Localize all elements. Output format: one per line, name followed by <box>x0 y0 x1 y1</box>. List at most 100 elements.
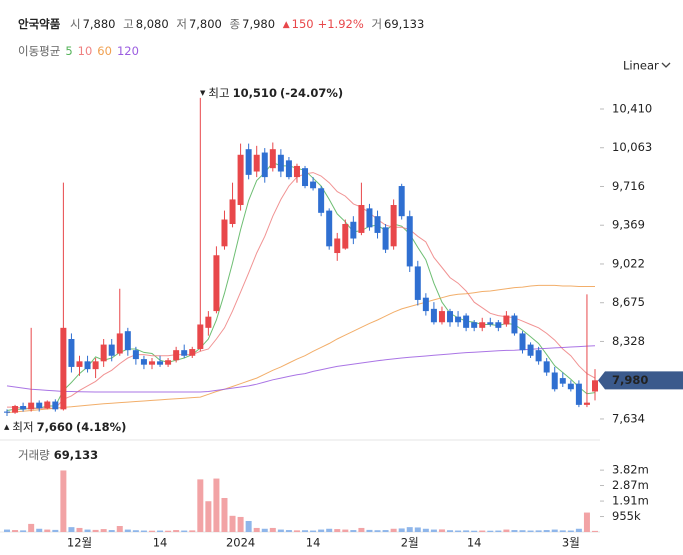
volume-label: 거 <box>371 17 382 31</box>
volume-tick-label: 1.91m <box>612 494 649 508</box>
candle-body <box>310 181 317 189</box>
volume-bar <box>277 529 284 532</box>
volume-bar <box>4 529 10 532</box>
annotation-label: 최저 <box>12 420 33 434</box>
x-tick-label: 14 <box>467 536 482 550</box>
candle-body <box>285 160 292 178</box>
high-label: 고 <box>123 17 134 31</box>
candle-body <box>350 221 357 239</box>
volume-bar <box>173 530 180 532</box>
volume-bar <box>438 529 445 532</box>
scale-dropdown[interactable]: Linear <box>623 59 671 73</box>
volume-bar <box>189 530 196 532</box>
volume-tick-label: 3.82m <box>612 463 649 477</box>
volume-bar <box>592 530 598 532</box>
volume-bar <box>245 520 252 532</box>
volume-bar <box>398 528 405 532</box>
volume-bar <box>326 528 333 532</box>
y-tick-label: 9,369 <box>612 218 645 232</box>
candle-body <box>36 402 43 409</box>
x-tick-label: 12월 <box>67 536 92 550</box>
y-tick-label: 10,410 <box>612 101 652 115</box>
volume-bar <box>157 530 164 532</box>
volume-bar <box>293 530 300 532</box>
volume-bar <box>342 529 349 532</box>
volume-bar <box>583 512 590 532</box>
volume-bar <box>527 530 534 532</box>
candle-body <box>334 238 341 254</box>
candle-body <box>237 154 244 206</box>
volume-bar <box>229 515 236 532</box>
candle-body <box>503 315 510 325</box>
candle-body <box>463 315 470 328</box>
volume-bar <box>261 528 268 532</box>
volume-bar <box>28 523 35 532</box>
candle-body <box>205 316 212 328</box>
legend-entry: 10 <box>78 44 93 58</box>
candle-body <box>592 380 598 392</box>
price-annotation: ▲ 최저 7,660 (4.18%) <box>4 420 126 434</box>
volume-bar <box>132 530 139 532</box>
volume-bar <box>463 530 470 532</box>
volume-bar <box>36 528 43 532</box>
price-annotation: ▼ 최고 10,510 (-24.07%) <box>200 85 343 99</box>
volume-bar <box>197 479 204 532</box>
candle-body <box>374 216 381 233</box>
x-tick-label: 3월 <box>562 536 580 550</box>
volume-value: 69,133 <box>384 17 424 31</box>
low-value: 7,800 <box>189 17 222 31</box>
candle-body <box>575 383 582 405</box>
volume-bar <box>148 530 155 532</box>
moving-average-line <box>7 172 596 409</box>
y-tick-label: 9,716 <box>612 179 645 193</box>
candle-body <box>559 378 566 384</box>
volume-bar <box>447 530 454 532</box>
x-tick-label: 14 <box>306 536 321 550</box>
volume-bar <box>422 528 429 532</box>
candle-body <box>269 149 276 169</box>
close-value: 7,980 <box>242 17 275 31</box>
candle-body <box>44 401 51 409</box>
volume-bar <box>100 529 107 532</box>
candle-body <box>229 199 236 224</box>
candle-body <box>261 152 268 178</box>
legend-entry: 120 <box>117 44 139 58</box>
volume-bar <box>471 530 478 532</box>
candle-body <box>132 350 139 360</box>
volume-bar <box>551 529 558 532</box>
volume-bar <box>406 527 413 532</box>
volume-bar <box>495 530 502 532</box>
last-price-label: 7,980 <box>612 373 648 387</box>
x-tick-label: 2024 <box>226 536 255 550</box>
candle-body <box>535 350 542 362</box>
y-tick-label: 9,022 <box>612 256 645 270</box>
annotation-value: 7,660 <box>37 420 73 434</box>
candle-body <box>213 255 220 312</box>
y-tick-label: 10,063 <box>612 140 652 154</box>
candle-body <box>68 339 75 367</box>
volume-bar <box>205 501 212 532</box>
volume-bar <box>511 530 518 532</box>
candle-body <box>173 350 180 361</box>
candle-body <box>221 219 228 247</box>
candle-body <box>511 315 518 334</box>
change-value: 150 <box>292 17 314 31</box>
volume-bar <box>52 529 59 532</box>
volume-bar <box>84 529 91 532</box>
candle-body <box>84 361 91 370</box>
candle-body <box>471 322 478 328</box>
candle-body <box>358 205 365 233</box>
candle-body <box>583 402 590 405</box>
open-value: 7,880 <box>83 17 116 31</box>
scale-button[interactable]: Linear <box>623 59 659 73</box>
volume-bar <box>366 529 373 532</box>
x-tick-label: 2월 <box>401 536 419 550</box>
volume-bar <box>575 528 582 532</box>
candle-body <box>551 372 558 390</box>
moving-average-line <box>6 345 596 393</box>
y-tick-label: 7,634 <box>612 411 645 425</box>
volume-bar <box>285 530 292 532</box>
candle-body <box>495 322 502 328</box>
candle-body <box>100 344 107 362</box>
header: 안국약품 시 7,880 고 8,080 저 7,800 종 7,980 ▲ 150 +1.… <box>18 17 424 31</box>
